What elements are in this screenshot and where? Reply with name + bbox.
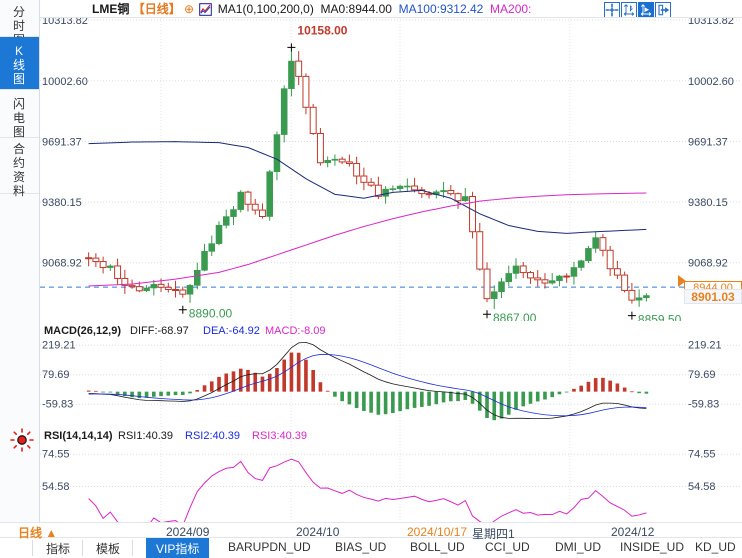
- svg-text:74.55: 74.55: [42, 449, 70, 461]
- svg-text:MACD(26,12,9): MACD(26,12,9): [44, 325, 121, 337]
- svg-text:10002.60: 10002.60: [688, 76, 734, 88]
- svg-text:10002.60: 10002.60: [42, 76, 88, 88]
- svg-text:DIFF:-68.97: DIFF:-68.97: [130, 325, 189, 337]
- svg-text:RSI2:40.39: RSI2:40.39: [185, 430, 240, 442]
- svg-text:9380.15: 9380.15: [688, 197, 728, 209]
- svg-text:-59.83: -59.83: [688, 399, 719, 411]
- svg-text:10313.82: 10313.82: [42, 18, 88, 27]
- svg-text:RSI(14,14,14): RSI(14,14,14): [44, 430, 113, 442]
- svg-text:9691.37: 9691.37: [688, 137, 728, 149]
- svg-text:RSI1:40.39: RSI1:40.39: [118, 430, 173, 442]
- svg-text:MACD:-8.09: MACD:-8.09: [265, 325, 326, 337]
- svg-text:9068.92: 9068.92: [688, 258, 728, 270]
- svg-text:54.58: 54.58: [688, 481, 716, 493]
- svg-text:9691.37: 9691.37: [42, 137, 82, 149]
- svg-text:8890.00: 8890.00: [189, 307, 233, 321]
- svg-text:79.69: 79.69: [688, 369, 716, 381]
- svg-text:9068.92: 9068.92: [42, 258, 82, 270]
- svg-text:-59.83: -59.83: [42, 399, 73, 411]
- svg-text:54.58: 54.58: [42, 481, 70, 493]
- svg-text:RSI3:40.39: RSI3:40.39: [252, 430, 307, 442]
- svg-text:74.55: 74.55: [688, 449, 716, 461]
- svg-text:8859.50: 8859.50: [638, 313, 682, 321]
- svg-text:10313.82: 10313.82: [688, 18, 734, 27]
- svg-text:79.69: 79.69: [42, 369, 70, 381]
- svg-text:8867.00: 8867.00: [493, 311, 537, 321]
- svg-text:10158.00: 10158.00: [297, 23, 347, 37]
- svg-text:219.21: 219.21: [42, 340, 76, 352]
- svg-text:DEA:-64.92: DEA:-64.92: [203, 325, 260, 337]
- svg-text:219.21: 219.21: [688, 340, 722, 352]
- svg-text:9380.15: 9380.15: [42, 197, 82, 209]
